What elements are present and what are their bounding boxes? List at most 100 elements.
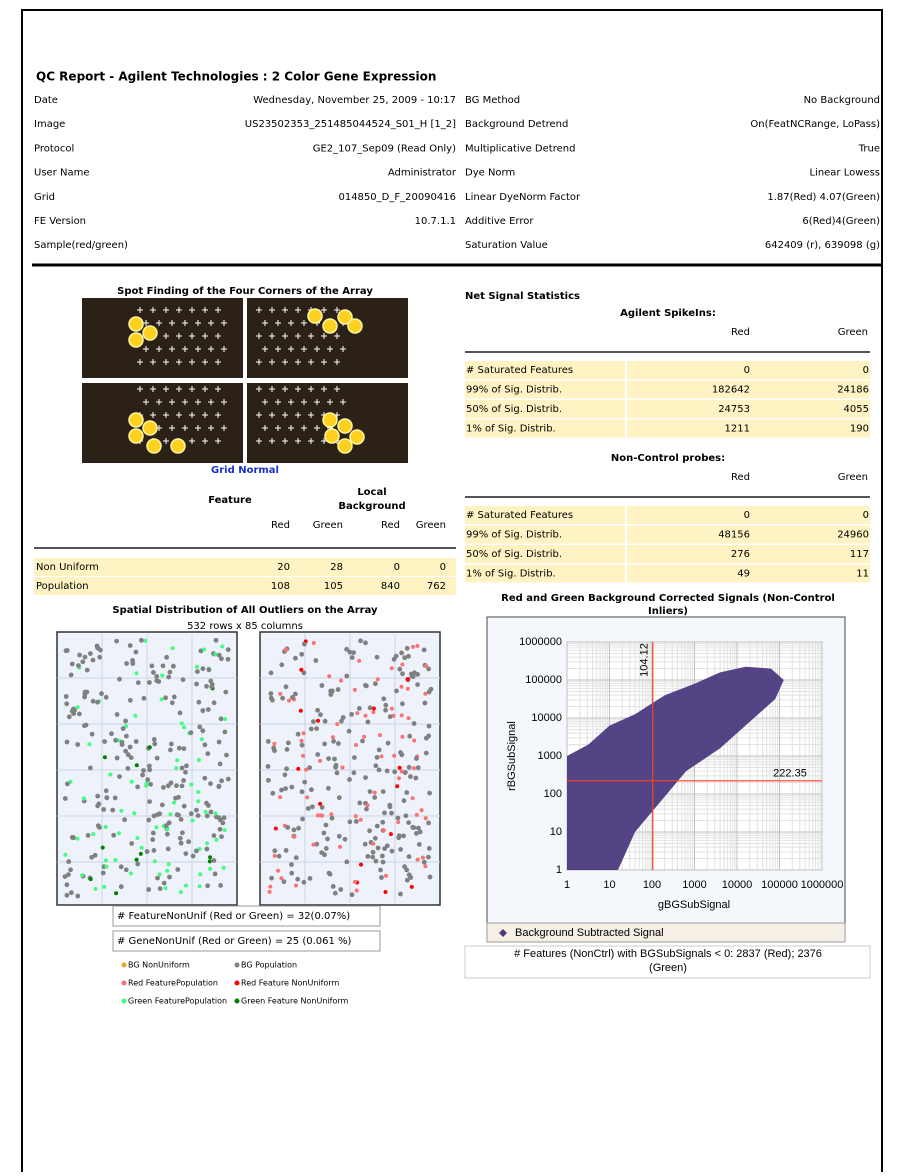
outlier-dot (333, 762, 339, 768)
outlier-dot (102, 884, 107, 889)
outlier-dot (316, 718, 320, 723)
outlier-dot (183, 769, 188, 775)
outlier-dot (327, 674, 332, 679)
x-axis-label: gBGSubSignal (658, 899, 730, 911)
outlier-dot (423, 864, 428, 869)
outlier-dot (205, 841, 210, 846)
outlier-dot (323, 846, 329, 851)
outlier-dot (414, 831, 419, 836)
outlier-dot (401, 798, 407, 804)
outlier-dot (123, 718, 128, 724)
spot-cross (163, 307, 169, 313)
outlier-dot (401, 833, 406, 839)
outlier-dot (141, 695, 147, 701)
outlier-dot (125, 752, 131, 758)
outlier-dot (207, 859, 212, 864)
outlier-dot (89, 731, 95, 737)
page-border (21, 9, 883, 1172)
spot-cross (295, 333, 301, 339)
outlier-dot (64, 892, 70, 898)
spot-cross (308, 359, 314, 365)
spot-cross (221, 425, 227, 431)
legend-dot (234, 998, 240, 1004)
cell-value: 11 (856, 569, 869, 580)
outlier-dot (296, 825, 301, 831)
section-subtitle: 532 rows x 85 columns (187, 621, 303, 632)
outlier-dot (80, 873, 85, 878)
spot-cross (321, 438, 327, 444)
outlier-dot (315, 813, 320, 818)
outlier-dot (200, 666, 206, 672)
legend-label: BG Population (241, 961, 297, 970)
outlier-dot (144, 783, 149, 788)
spot-cross (282, 359, 288, 365)
outlier-dot (95, 699, 100, 705)
outlier-dot (114, 891, 119, 896)
spot-cross (288, 399, 294, 405)
outlier-dot (295, 876, 301, 882)
outlier-dot (151, 670, 156, 675)
outlier-dot (281, 879, 287, 885)
outlier-dot (318, 801, 323, 806)
outlier-dot (327, 871, 333, 877)
outlier-dot (213, 637, 219, 643)
outlier-dot (114, 638, 119, 644)
outlier-dot (415, 682, 420, 687)
row-bg (465, 525, 625, 544)
outlier-dot (188, 730, 194, 736)
outlier-dot (217, 761, 223, 767)
outlier-dot (406, 854, 412, 859)
outlier-dot (199, 737, 204, 742)
outlier-dot (272, 748, 277, 754)
spot-cross (327, 399, 333, 405)
outlier-dot (174, 766, 179, 771)
spot-cross (182, 425, 188, 431)
spot-cross (269, 359, 275, 365)
spot-cross (163, 333, 169, 339)
info-label: User Name (34, 168, 89, 179)
outlier-dot (357, 800, 363, 806)
outlier-dot (75, 742, 81, 747)
outlier-dot (373, 681, 378, 687)
cell-value: 0 (863, 365, 869, 376)
outlier-dot (336, 741, 341, 746)
outlier-dot (400, 734, 405, 739)
outlier-dot (167, 874, 172, 880)
spot-cross (169, 346, 175, 352)
info-label: Saturation Value (465, 240, 548, 251)
outlier-dot (179, 765, 185, 771)
outlier-dot (132, 811, 137, 816)
spot-cross (256, 438, 262, 444)
row-bg (627, 525, 870, 544)
outlier-dot (364, 806, 369, 812)
outlier-dot (355, 711, 360, 716)
outlier-dot (130, 658, 136, 663)
spot-cross (150, 359, 156, 365)
outlier-dot (216, 784, 222, 790)
outlier-dot (113, 737, 118, 743)
spot-cross (189, 333, 195, 339)
outlier-dot (135, 861, 141, 867)
spot-cross (308, 386, 314, 392)
outlier-dot (134, 763, 139, 768)
cell-value: 190 (850, 424, 869, 435)
spot-cross (269, 333, 275, 339)
outlier-dot (293, 655, 298, 661)
spot-bright (322, 318, 338, 334)
outlier-dot (383, 702, 389, 708)
outlier-dot (392, 753, 397, 758)
stat-box (112, 905, 381, 927)
outlier-dot (380, 853, 385, 859)
outlier-dot (165, 783, 171, 789)
y-tick-label: 1 (556, 864, 562, 876)
legend-marker (499, 929, 507, 937)
outlier-dot (95, 793, 101, 799)
outlier-dot (196, 799, 201, 804)
outlier-dot (62, 796, 68, 801)
outlier-dot (319, 804, 325, 810)
info-label: Additive Error (465, 216, 534, 227)
outlier-dot (125, 766, 131, 771)
outlier-dot (389, 848, 395, 854)
spot-cross (189, 386, 195, 392)
outlier-dot (397, 666, 403, 672)
